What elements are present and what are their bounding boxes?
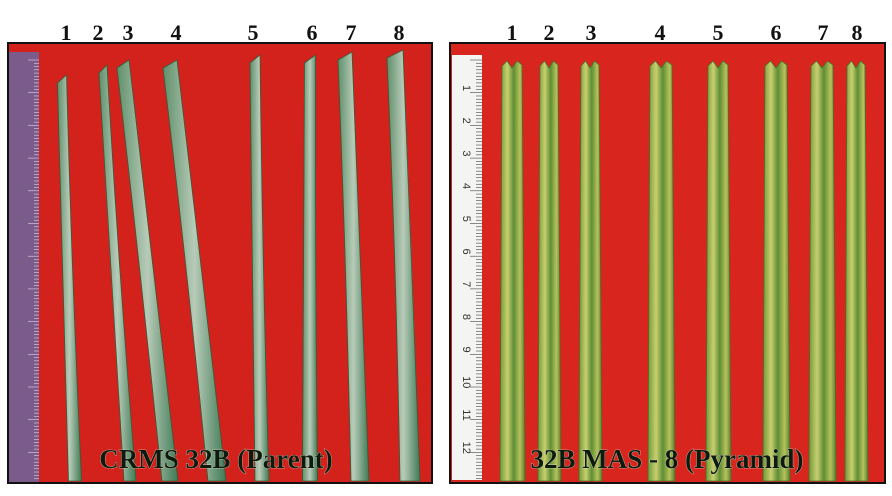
ruler-label: 7: [460, 281, 472, 287]
ruler-label: 10: [460, 376, 472, 388]
leaf: [808, 60, 837, 482]
leaf: [844, 60, 869, 482]
ruler-label: 9: [460, 347, 472, 353]
ruler-label: 12: [460, 442, 472, 454]
panel-caption: CRMS 32B (Parent): [99, 444, 332, 474]
ruler-label: 8: [460, 314, 472, 320]
leaf: [162, 59, 227, 482]
ruler-label: 2: [460, 118, 472, 124]
leaf: [302, 54, 318, 482]
leaf-number: 2: [93, 20, 104, 45]
leaf-number: 5: [248, 20, 259, 45]
leaf: [57, 74, 82, 482]
ruler-label: 11: [460, 409, 472, 420]
leaf-number: 4: [171, 20, 182, 45]
leaf: [386, 49, 421, 482]
leaf: [705, 60, 732, 482]
leaf-number: 8: [394, 20, 405, 45]
leaf: [337, 51, 370, 482]
leaf: [762, 60, 791, 482]
leaf: [98, 64, 137, 482]
left-ruler: [9, 52, 39, 482]
leaf-number: 1: [507, 20, 518, 45]
leaf-number: 7: [346, 20, 357, 45]
leaf: [537, 60, 562, 482]
leaf-number: 4: [655, 20, 666, 45]
leaf: [249, 54, 270, 482]
ruler-label: 6: [460, 248, 472, 254]
leaf: [578, 60, 603, 482]
right-ruler: [452, 55, 482, 480]
leaf-number: 5: [713, 20, 724, 45]
leaf-number: 6: [307, 20, 318, 45]
ruler-label: 3: [460, 150, 472, 156]
leaf-number: 6: [771, 20, 782, 45]
leaf-number: 3: [123, 20, 134, 45]
leaf-number: 8: [852, 20, 863, 45]
leaf: [647, 60, 676, 482]
leaf-number: 7: [818, 20, 829, 45]
panel-caption: 32B MAS - 8 (Pyramid): [531, 444, 804, 474]
leaf: [116, 59, 179, 482]
leaf: [499, 60, 526, 482]
leaf-number: 2: [544, 20, 555, 45]
leaf-number: 3: [586, 20, 597, 45]
ruler-label: 5: [460, 216, 472, 222]
ruler-label: 4: [460, 183, 472, 189]
leaf-number: 1: [61, 20, 72, 45]
ruler-label: 1: [460, 85, 472, 91]
